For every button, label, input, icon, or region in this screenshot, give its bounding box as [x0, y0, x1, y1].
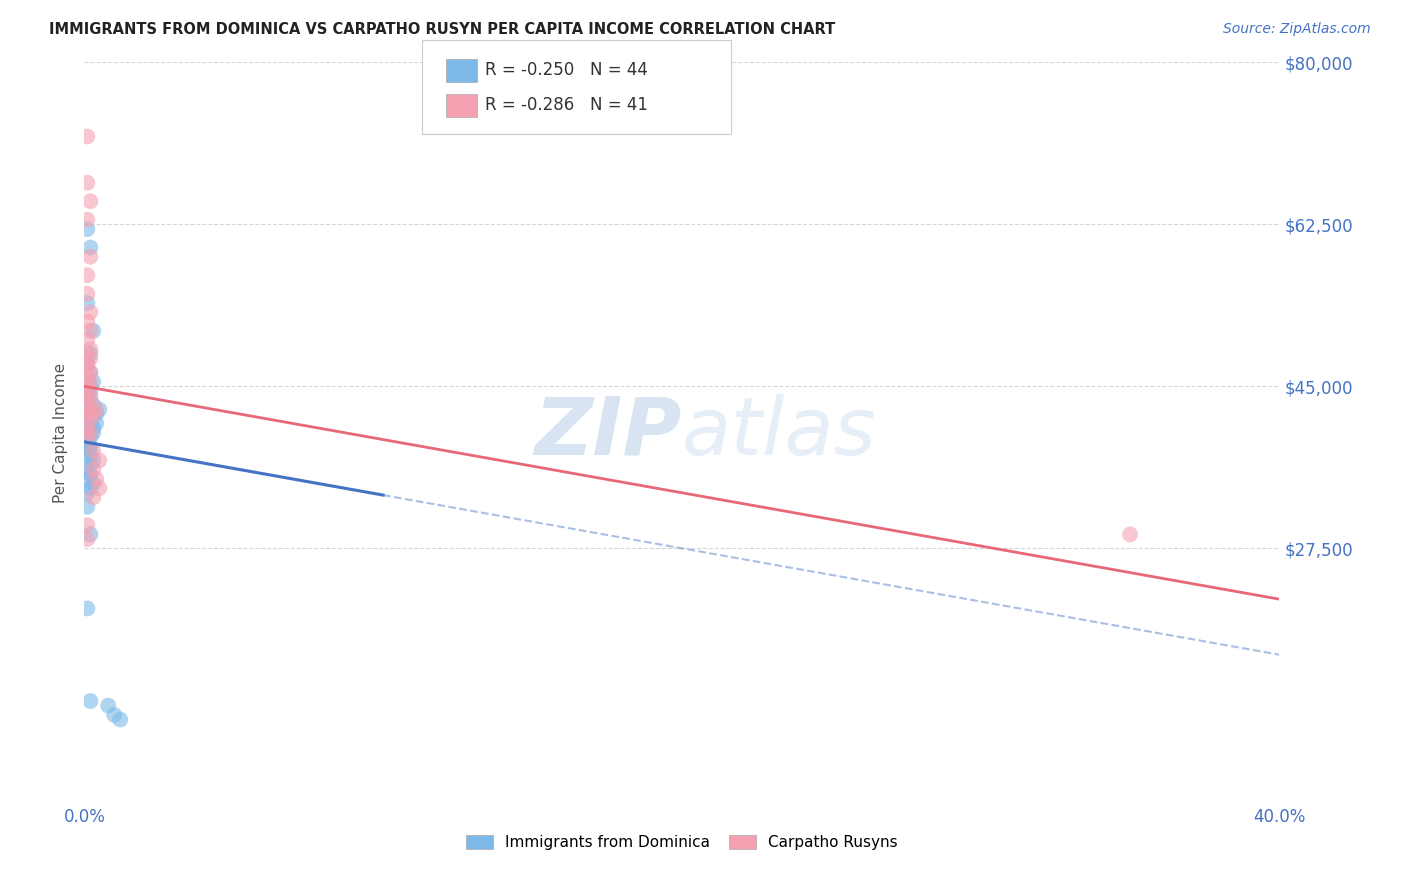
Point — [82, 491, 104, 505]
Point — [82, 444, 104, 458]
Point — [82, 453, 104, 467]
Point — [76, 212, 98, 227]
Point — [79, 194, 101, 209]
Point — [86, 402, 108, 417]
Point — [76, 268, 98, 283]
Point — [76, 333, 98, 347]
Point — [76, 434, 98, 449]
Point — [79, 458, 101, 472]
Point — [79, 411, 101, 425]
Text: atlas: atlas — [682, 393, 877, 472]
Point — [97, 698, 120, 713]
Point — [79, 388, 101, 402]
Text: R = -0.250   N = 44: R = -0.250 N = 44 — [485, 62, 648, 79]
Point — [76, 384, 98, 398]
Point — [79, 449, 101, 463]
Point — [79, 402, 101, 417]
Point — [76, 347, 98, 361]
Point — [76, 601, 98, 615]
Point — [82, 425, 104, 440]
Point — [82, 375, 104, 389]
Point — [79, 305, 101, 319]
Point — [79, 324, 101, 338]
Point — [79, 481, 101, 495]
Point — [76, 402, 98, 417]
Point — [79, 379, 101, 393]
Point — [79, 440, 101, 454]
Text: Source: ZipAtlas.com: Source: ZipAtlas.com — [1223, 22, 1371, 37]
Point — [1119, 527, 1142, 541]
Point — [110, 713, 132, 727]
Point — [76, 379, 98, 393]
Point — [76, 176, 98, 190]
Point — [86, 407, 108, 421]
Point — [79, 430, 101, 444]
Point — [76, 430, 98, 444]
Point — [79, 343, 101, 357]
Text: IMMIGRANTS FROM DOMINICA VS CARPATHO RUSYN PER CAPITA INCOME CORRELATION CHART: IMMIGRANTS FROM DOMINICA VS CARPATHO RUS… — [49, 22, 835, 37]
Text: ZIP: ZIP — [534, 393, 682, 472]
Point — [76, 407, 98, 421]
Point — [86, 417, 108, 431]
Point — [76, 314, 98, 328]
Point — [76, 356, 98, 370]
Point — [79, 366, 101, 380]
Point — [79, 347, 101, 361]
Point — [79, 250, 101, 264]
Point — [76, 286, 98, 301]
Point — [82, 324, 104, 338]
Point — [79, 375, 101, 389]
Point — [76, 444, 98, 458]
Point — [86, 472, 108, 486]
Point — [79, 366, 101, 380]
Point — [79, 444, 101, 458]
Point — [76, 296, 98, 310]
Point — [82, 421, 104, 435]
Point — [76, 472, 98, 486]
Point — [89, 402, 111, 417]
Point — [79, 417, 101, 431]
Point — [79, 527, 101, 541]
Point — [76, 393, 98, 408]
Point — [103, 707, 125, 722]
Point — [76, 370, 98, 384]
Point — [79, 240, 101, 255]
Legend: Immigrants from Dominica, Carpatho Rusyns: Immigrants from Dominica, Carpatho Rusyn… — [458, 828, 905, 858]
Point — [76, 421, 98, 435]
Point — [82, 476, 104, 491]
Point — [89, 481, 111, 495]
Point — [76, 500, 98, 514]
Point — [79, 351, 101, 366]
Point — [76, 421, 98, 435]
Point — [82, 462, 104, 476]
Point — [79, 407, 101, 421]
Point — [89, 453, 111, 467]
Point — [76, 222, 98, 236]
Point — [76, 462, 98, 476]
Point — [79, 467, 101, 482]
Text: R = -0.286   N = 41: R = -0.286 N = 41 — [485, 96, 648, 114]
Point — [79, 393, 101, 408]
Point — [76, 518, 98, 533]
Point — [76, 532, 98, 546]
Point — [76, 129, 98, 144]
Y-axis label: Per Capita Income: Per Capita Income — [53, 362, 69, 503]
Point — [82, 407, 104, 421]
Point — [76, 411, 98, 425]
Point — [79, 694, 101, 708]
Point — [76, 388, 98, 402]
Point — [76, 356, 98, 370]
Point — [79, 384, 101, 398]
Point — [79, 425, 101, 440]
Point — [76, 398, 98, 412]
Point — [76, 360, 98, 375]
Point — [76, 485, 98, 500]
Point — [82, 398, 104, 412]
